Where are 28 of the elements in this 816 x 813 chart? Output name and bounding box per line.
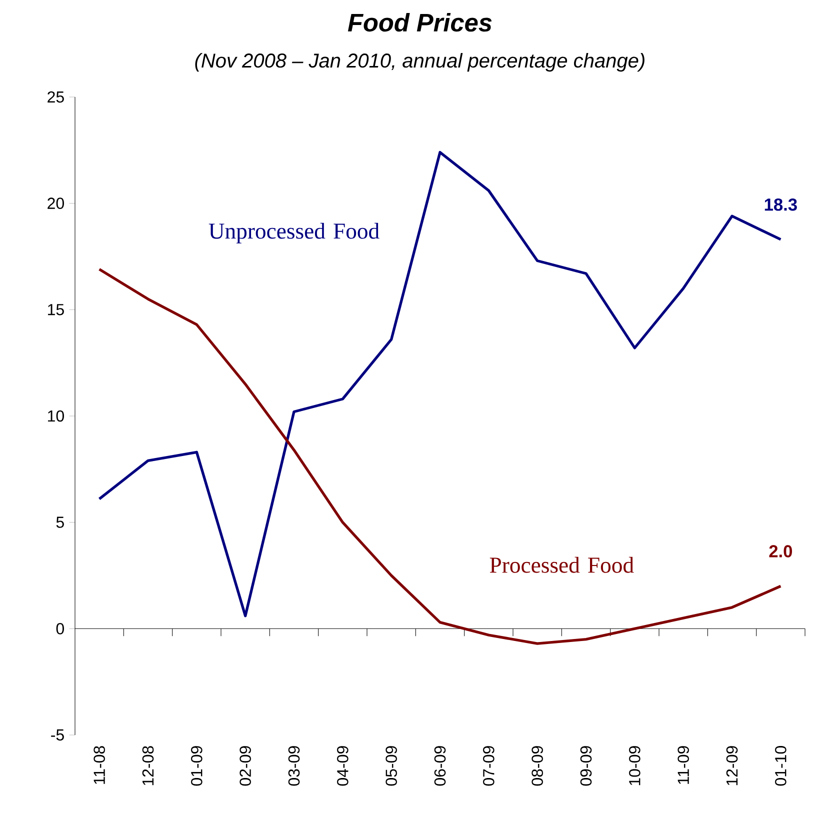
y-tick-label: 0 [56,623,64,634]
y-tick-label: 20 [48,198,64,209]
series-label: Unprocessed Food [208,222,380,244]
x-tick-label: 10-09 [629,746,640,786]
data-label: 18.3 [764,198,797,211]
x-tick-label: 01-09 [191,746,202,786]
chart-title: Food Prices [348,13,492,32]
data-label: 2.0 [769,545,792,558]
text: Processed Food [490,556,634,573]
y-tick-label: 15 [48,304,64,316]
y-tick-label: 10 [48,410,64,422]
x-tick-label: 01-10 [775,746,786,786]
x-tick-label: 06-09 [434,746,446,786]
x-tick-label: 09-09 [580,746,592,786]
chart-subtitle: (Nov 2008 – Jan 2010, annual percentage change) [195,53,644,72]
x-tick-label: 11-09 [678,746,689,784]
x-tick-label: 04-09 [337,746,348,786]
y-tick-label: -5 [51,729,64,741]
y-tick-label: 25 [48,91,64,103]
x-tick-label: 07-09 [483,746,494,786]
x-tick-label: 12-09 [726,746,738,786]
x-tick-label: 12-08 [142,746,154,786]
x-tick-label: 05-09 [386,746,397,786]
x-tick-label: 03-09 [288,746,300,786]
x-tick-label: 02-09 [240,746,251,786]
x-tick-label: 08-09 [532,746,543,786]
y-tick-label: 5 [56,516,64,528]
x-tick-label: 11-08 [94,746,105,784]
